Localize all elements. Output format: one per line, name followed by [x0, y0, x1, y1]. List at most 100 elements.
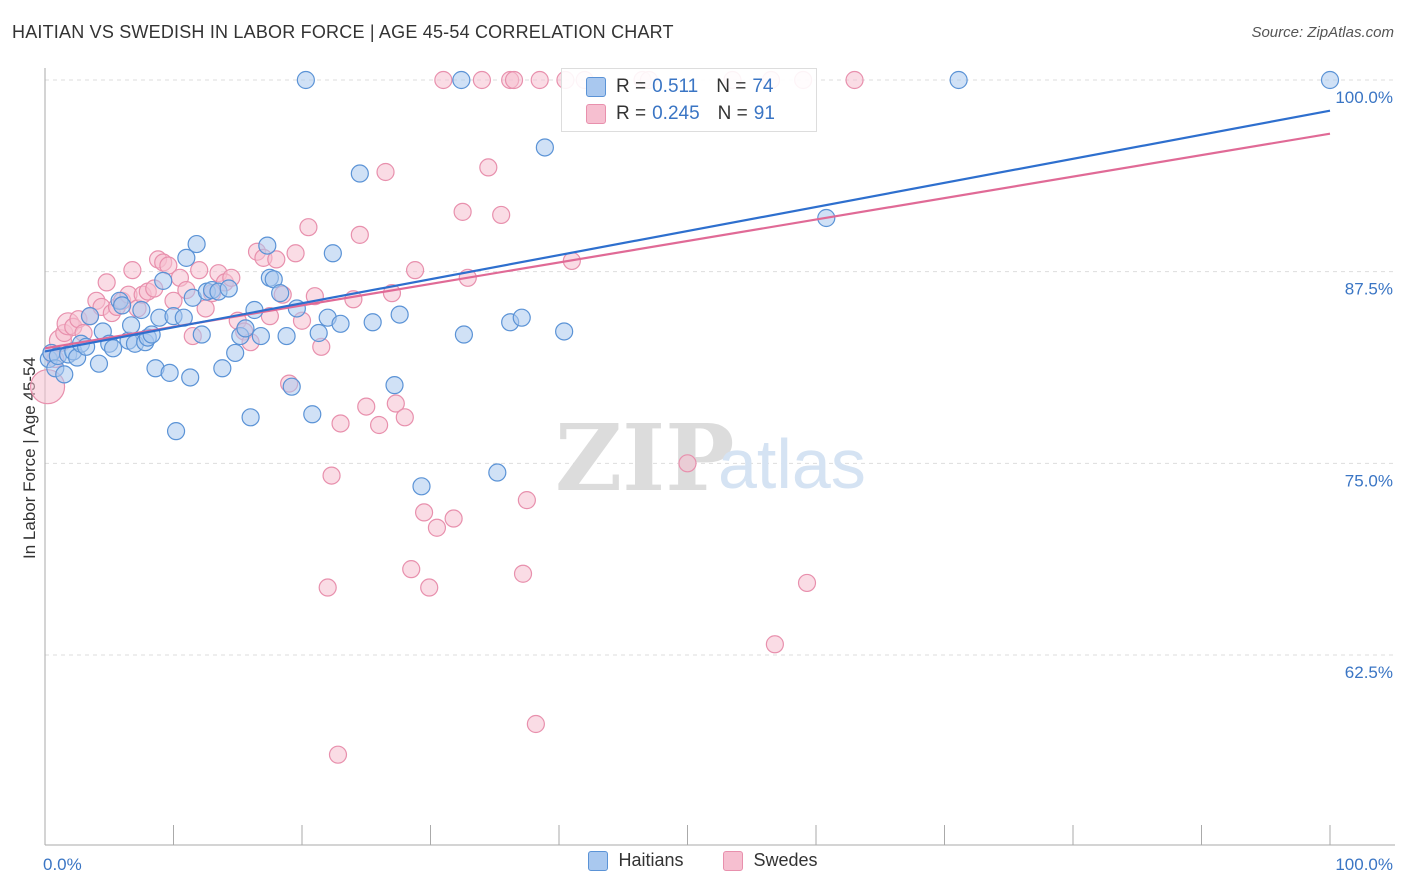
swedes-point	[376, 162, 395, 182]
swedes-point	[190, 261, 209, 280]
swedes-point	[492, 205, 511, 225]
y-tick-label: 87.5%	[1345, 280, 1393, 299]
correlation-legend: R = 0.511 N = 74 R = 0.245 N = 91	[561, 68, 817, 132]
swedes-point	[395, 408, 414, 427]
haitians-point	[488, 463, 507, 482]
chart-title: HAITIAN VS SWEDISH IN LABOR FORCE | AGE …	[12, 22, 674, 42]
y-tick-label: 75.0%	[1345, 471, 1393, 490]
haitians-point	[213, 359, 232, 378]
tick-labels: 62.5% 75.0% 87.5% 100.0% 0.0% 100.0%	[43, 88, 1393, 874]
watermark-zip: ZIP	[555, 404, 734, 512]
haitians-point	[949, 70, 968, 90]
watermark-atlas: atlas	[718, 425, 866, 503]
swedes-point	[526, 714, 545, 734]
swedes-point	[97, 273, 116, 292]
source-label: Source: ZipAtlas.com	[1251, 24, 1394, 41]
haitians-point	[80, 307, 100, 326]
haitians-point	[282, 377, 301, 396]
swedes-point	[328, 745, 348, 764]
haitians-points	[39, 70, 1340, 496]
haitians-point	[277, 326, 296, 346]
haitians-point	[89, 354, 109, 373]
series-legend: Haitians Swedes	[0, 850, 1406, 871]
haitians-point	[412, 477, 431, 496]
y-tick-label: 100.0%	[1335, 88, 1393, 107]
swedes-point	[427, 518, 447, 537]
haitians-point	[154, 271, 173, 290]
haitians-point	[187, 234, 206, 254]
haitians-point	[1320, 70, 1340, 90]
haitians-point	[271, 284, 290, 303]
swedes-r-label: R =	[616, 103, 647, 124]
swedes-point	[402, 560, 421, 579]
x-tick-label-end: 100.0%	[1335, 855, 1393, 874]
haitians-point	[160, 363, 179, 382]
haitians-point	[104, 339, 123, 358]
swedes-points	[29, 70, 864, 764]
haitians-point	[258, 236, 277, 255]
haitians-swatch	[586, 77, 606, 97]
swedes-point	[123, 261, 142, 280]
haitians-point	[219, 279, 238, 298]
swedes-point	[530, 70, 549, 90]
swedes-n-value: 91	[753, 103, 775, 124]
legend-item-haitians[interactable]: Haitians	[588, 850, 683, 871]
haitians-n-label: N =	[716, 76, 747, 97]
haitians-point	[452, 70, 471, 90]
swedes-point	[414, 503, 434, 522]
axes	[44, 68, 1395, 846]
swedes-point	[797, 573, 817, 593]
haitians-point	[192, 325, 211, 344]
haitians-point	[555, 322, 574, 341]
swedes-point	[434, 70, 453, 90]
haitians-point	[385, 376, 404, 395]
swedes-point	[479, 158, 498, 177]
swedes-point	[405, 261, 425, 280]
haitians-r-value: 0.511	[652, 76, 699, 97]
haitians-point	[241, 408, 260, 427]
swedes-point	[350, 225, 369, 244]
swedes-point	[420, 578, 439, 597]
swedes-point	[678, 454, 697, 473]
haitians-point	[236, 319, 255, 338]
swedes-point	[504, 70, 524, 90]
haitians-point	[121, 316, 141, 335]
swedes-point	[517, 491, 536, 510]
haitians-point	[296, 70, 315, 90]
legend-swedes-label: Swedes	[753, 850, 818, 870]
swedes-point	[299, 218, 318, 237]
haitians-trend-line	[44, 109, 1331, 353]
swedes-point	[322, 466, 341, 485]
swedes-point	[370, 415, 389, 435]
haitians-point	[132, 300, 151, 320]
swedes-point	[267, 250, 286, 269]
haitians-point	[350, 164, 369, 183]
haitians-point	[309, 323, 328, 343]
swedes-point	[386, 394, 405, 413]
haitians-point	[303, 405, 322, 424]
haitians-point	[251, 326, 270, 346]
haitians-point	[55, 365, 74, 384]
haitians-point	[363, 313, 382, 332]
haitians-point	[226, 343, 245, 363]
swedes-point	[453, 202, 472, 221]
haitians-point	[512, 308, 531, 327]
legend-item-swedes[interactable]: Swedes	[723, 850, 818, 871]
haitians-point	[323, 244, 342, 263]
x-tick-label-start: 0.0%	[43, 855, 82, 874]
swedes-point	[472, 70, 491, 90]
legend-haitians-label: Haitians	[618, 850, 684, 870]
haitians-point	[390, 305, 409, 324]
swedes-trend-line	[44, 132, 1331, 350]
swedes-point	[286, 244, 305, 263]
swedes-point	[765, 635, 784, 654]
swedes-point	[331, 414, 350, 433]
swedes-r-value: 0.245	[652, 103, 700, 124]
swedes-point	[444, 509, 463, 528]
haitians-r-label: R =	[616, 76, 647, 97]
swedes-point	[845, 70, 864, 90]
swedes-point	[357, 397, 376, 416]
haitians-point	[181, 368, 200, 387]
haitians-point	[166, 422, 186, 441]
